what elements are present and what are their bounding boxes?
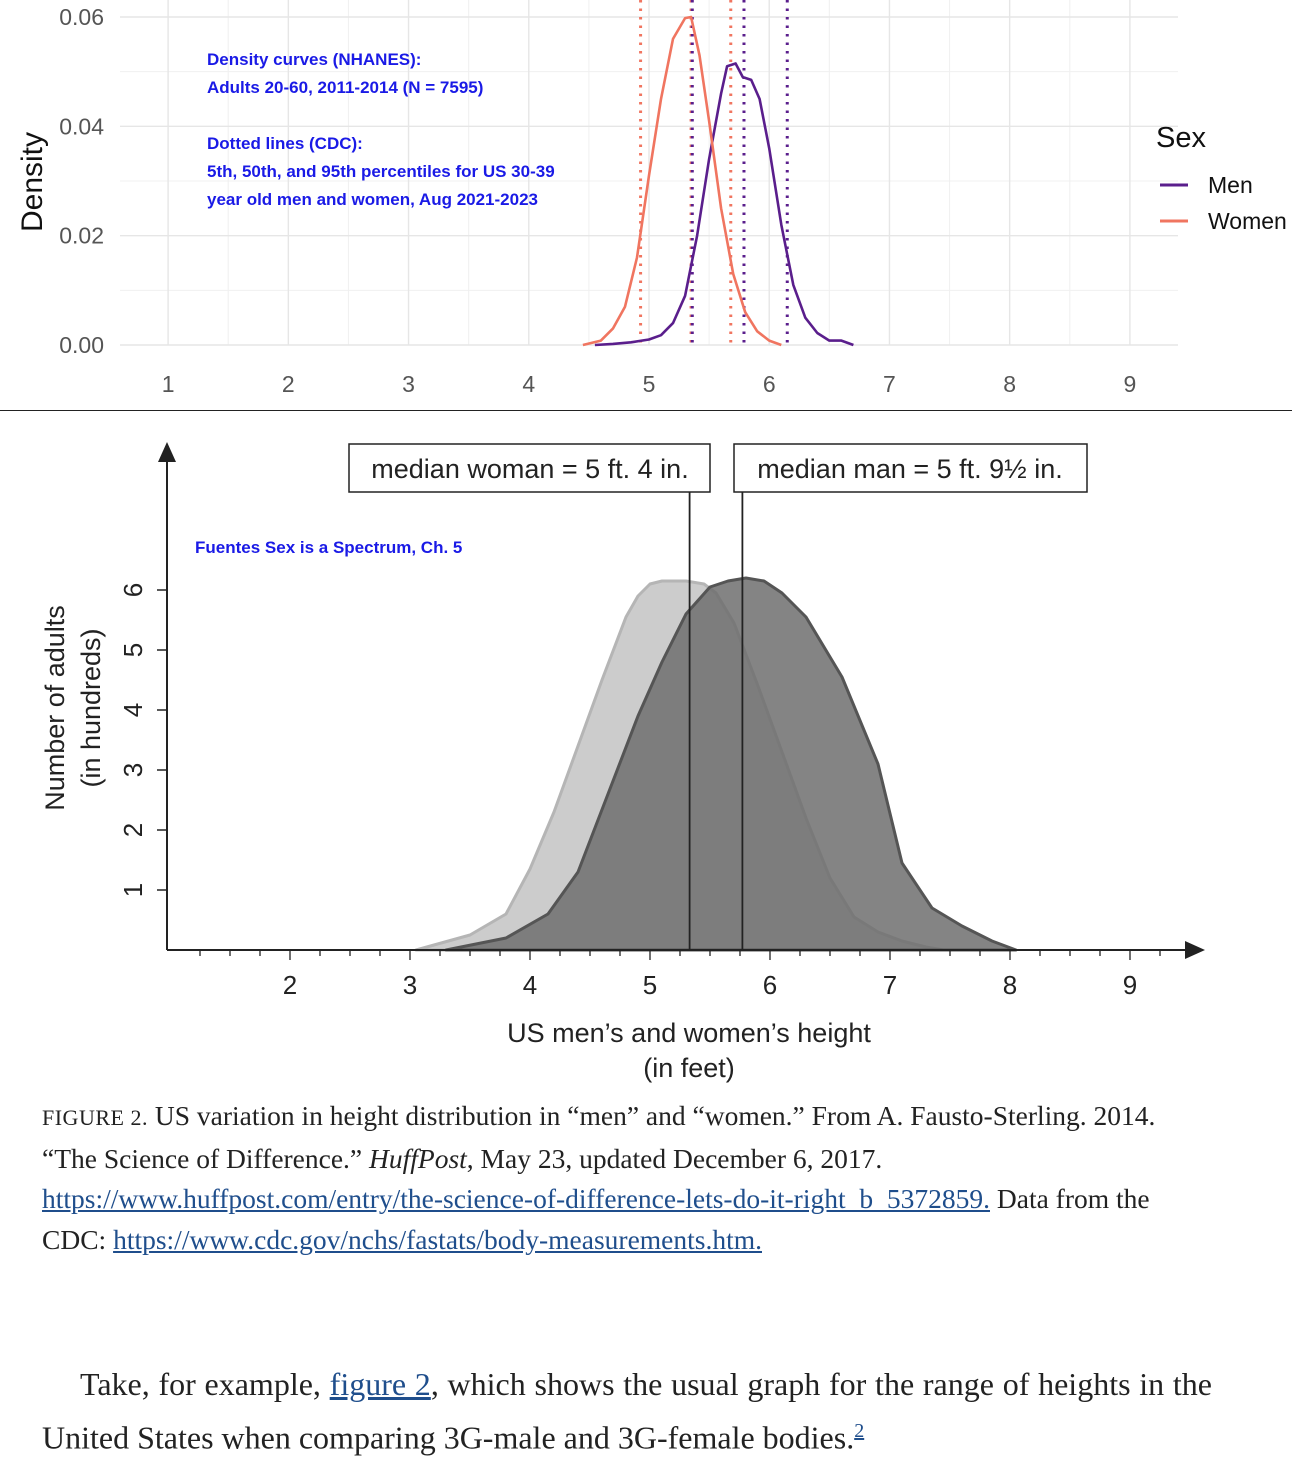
- huffpost-link[interactable]: https://www.huffpost.com/entry/the-scien…: [42, 1183, 990, 1215]
- y-tick-label: 4: [118, 703, 148, 717]
- median-man-label: median man = 5 ft. 9½ in.: [757, 454, 1062, 484]
- legend-women-label: Women: [1208, 208, 1287, 234]
- density-grid: [120, 0, 1178, 346]
- x-axis-arrow: [1185, 941, 1205, 959]
- x-tick-label: 9: [1123, 970, 1137, 1000]
- y-tick-label: 0.00: [59, 332, 104, 358]
- body-text-1: Take, for example,: [80, 1366, 330, 1402]
- y-tick-label: 3: [118, 763, 148, 777]
- x-tick-label: 2: [283, 970, 297, 1000]
- cdc-link[interactable]: https://www.cdc.gov/nchs/fastats/body-me…: [113, 1223, 762, 1255]
- percentile-lines: [639, 0, 789, 345]
- density-chart: 1 2 3 4 5 6 7 8 9 0.00 0.02 0.04 0.06 Density Densit…: [16, 0, 1287, 397]
- body-text-2: , which shows the usual graph for the ra…: [42, 1366, 1213, 1456]
- chart-divider: [0, 410, 1292, 411]
- dotted-line-2: year old men and women, Aug 2021-2023: [207, 190, 538, 209]
- x-tick-label: 3: [403, 970, 417, 1000]
- x-tick-label: 6: [763, 970, 777, 1000]
- height-axes: 2 3 4 5 6 7 8 9 1 2 3 4 5 6: [118, 442, 1205, 1000]
- x-tick-label: 8: [1003, 371, 1016, 397]
- caption-text-1: US variation in height distribution in “…: [42, 1100, 1156, 1174]
- density-y-axis-label: Density: [16, 132, 49, 232]
- caption-text-3: Data from the CDC:: [42, 1183, 1150, 1255]
- x-tick-label: 7: [883, 371, 896, 397]
- y-tick-label: 0.02: [59, 223, 104, 249]
- dotted-title: Dotted lines (CDC):: [207, 134, 363, 153]
- y-tick-label: 0.04: [59, 113, 104, 139]
- figure-2-link[interactable]: figure 2: [329, 1366, 431, 1402]
- caption-italic: HuffPost: [369, 1142, 467, 1174]
- median-woman-label: median woman = 5 ft. 4 in.: [371, 454, 688, 484]
- density-axis-ticks: 1 2 3 4 5 6 7 8 9 0.00 0.02 0.04 0.06: [59, 4, 1136, 397]
- height-areas: [414, 576, 1018, 952]
- x-tick-label: 9: [1124, 371, 1137, 397]
- annotation-title: Density curves (NHANES):: [207, 50, 421, 69]
- x-tick-label: 8: [1003, 970, 1017, 1000]
- y-tick-label: 1: [118, 883, 148, 897]
- men-area: [444, 576, 1018, 952]
- x-tick-label: 5: [643, 970, 657, 1000]
- legend-title: Sex: [1156, 122, 1206, 154]
- legend-men-label: Men: [1208, 172, 1253, 198]
- figure-caption: FIGURE 2. US variation in height distrib…: [42, 1096, 1162, 1260]
- body-paragraph: Take, for example, figure 2, which shows…: [42, 1362, 1212, 1460]
- density-curve-women: [582, 15, 782, 347]
- density-legend: Sex Men Women: [1156, 122, 1287, 234]
- y-tick-label: 2: [118, 823, 148, 837]
- height-y-axis-label: Number of adults (in hundreds): [40, 605, 106, 811]
- dotted-line-1: 5th, 50th, and 95th percentiles for US 3…: [207, 162, 555, 181]
- footnote-link[interactable]: 2: [854, 1420, 865, 1442]
- x-tick-label: 4: [523, 970, 537, 1000]
- x-tick-label: 4: [522, 371, 535, 397]
- x-axis-label-line1: US men’s and women’s height: [507, 1018, 871, 1048]
- density-curve-men: [594, 62, 854, 347]
- median-man-box: median man = 5 ft. 9½ in.: [733, 443, 1088, 493]
- annotation-subtitle: Adults 20-60, 2011-2014 (N = 7595): [207, 78, 483, 97]
- y-tick-label: 5: [118, 643, 148, 657]
- y-tick-label: 0.06: [59, 4, 104, 30]
- source-label: Fuentes Sex is a Spectrum, Ch. 5: [195, 538, 462, 557]
- x-axis-label-line2: (in feet): [643, 1053, 735, 1083]
- y-axis-label-line2: (in hundreds): [76, 628, 106, 787]
- x-tick-label: 5: [643, 371, 656, 397]
- x-tick-label: 7: [883, 970, 897, 1000]
- x-tick-label: 6: [763, 371, 776, 397]
- x-tick-label: 1: [162, 371, 175, 397]
- density-annotation: Density curves (NHANES): Adults 20-60, 2…: [207, 50, 555, 209]
- x-tick-label: 3: [402, 371, 415, 397]
- histogram-chart: 2 3 4 5 6 7 8 9 1 2 3 4 5 6 median woman = 5 ft. 4 in…: [40, 442, 1205, 1083]
- density-curves: [582, 15, 854, 347]
- caption-text-2: , May 23, updated December 6, 2017.: [466, 1142, 883, 1174]
- caption-label: FIGURE 2.: [42, 1105, 148, 1130]
- median-woman-box: median woman = 5 ft. 4 in.: [348, 443, 711, 493]
- x-tick-label: 2: [282, 371, 295, 397]
- y-axis-label-line1: Number of adults: [40, 605, 70, 811]
- median-lines: [688, 492, 744, 950]
- y-axis-arrow: [158, 442, 176, 462]
- y-tick-label: 6: [118, 583, 148, 597]
